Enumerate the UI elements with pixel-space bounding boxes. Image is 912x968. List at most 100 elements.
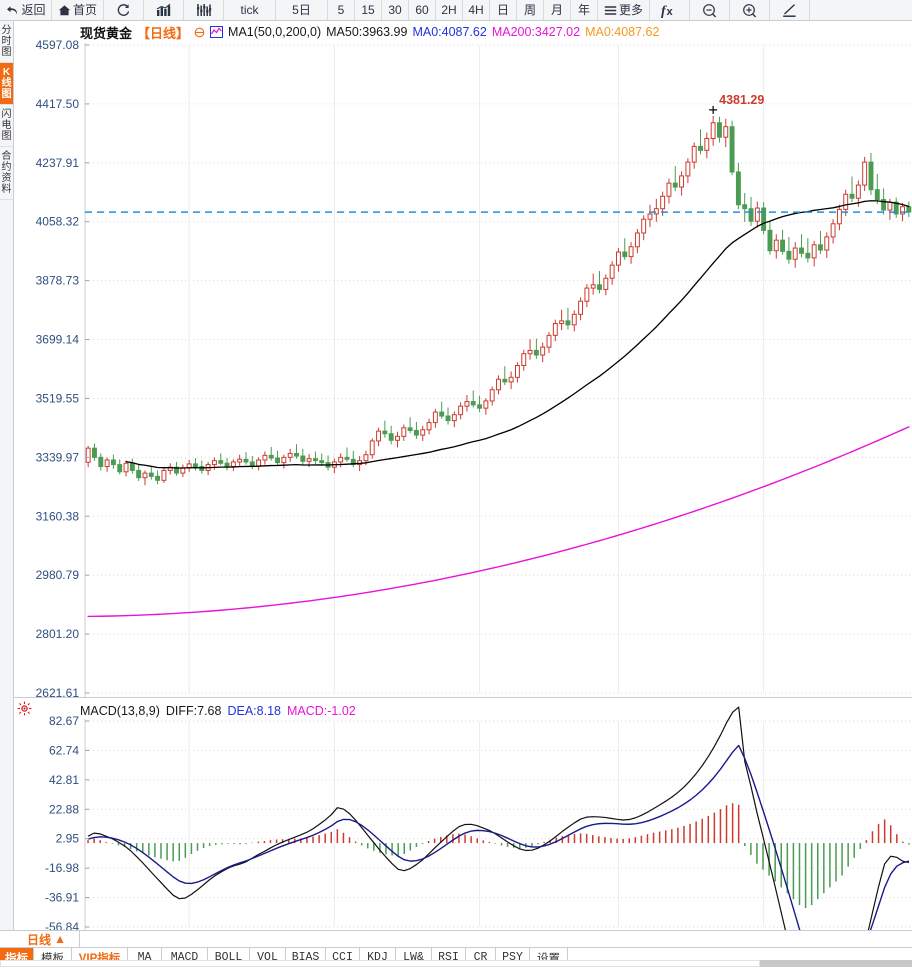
period-5min-button[interactable]: 5 [328, 0, 355, 20]
sidebar-item-contract-label: 合约资料 [1, 151, 12, 195]
more-button[interactable]: 更多 [598, 0, 650, 20]
period-5day-button[interactable]: 5日 [276, 0, 328, 20]
period-week-button-label: 周 [523, 3, 536, 17]
tick-button-label: tick [240, 3, 259, 17]
period-year-button[interactable]: 年 [571, 0, 598, 20]
period-week-button[interactable]: 周 [517, 0, 544, 20]
price-axis-tick: 3699.14 [36, 333, 80, 347]
period-strip: 日线 ▲ [0, 930, 912, 947]
pencil-icon [782, 3, 797, 18]
symbol-label: 现货黄金 [80, 25, 133, 41]
hamburger-icon [604, 5, 617, 16]
more-button-label: 更多 [618, 3, 643, 17]
period-month-button-label: 月 [550, 3, 563, 17]
zoom-out-icon [702, 3, 717, 18]
macd-axis-tick: 62.74 [49, 743, 79, 757]
period-30min-button[interactable]: 30 [382, 0, 409, 20]
macd-axis-tick: -56.84 [45, 920, 79, 930]
period-day-button[interactable]: 日 [490, 0, 517, 20]
svg-text:f: f [661, 4, 667, 18]
macd-panel-header: MACD(13,8,9) DIFF:7.68 DEA:8.18 MACD:-1.… [80, 702, 356, 720]
price-axis-tick: 2980.79 [36, 568, 80, 582]
macd-axis-tick: 42.81 [49, 773, 79, 787]
bar-chart-icon [156, 3, 172, 17]
price-panel-header: 现货黄金 【日线】 MA1(50,0,200,0) MA50:3963.99 M… [80, 23, 659, 41]
zoom-in-button[interactable] [730, 0, 770, 20]
period-60min-button-label: 60 [415, 3, 429, 17]
period-15min-button-label: 15 [361, 3, 375, 17]
ma-line-icon [210, 26, 224, 38]
macd-axis-tick: 22.88 [49, 802, 79, 816]
price-axis-tick: 4597.08 [36, 38, 80, 52]
price-axis-tick: 2801.20 [36, 627, 80, 641]
ma0-blue-value: MA0:4087.62 [412, 25, 487, 39]
period-label: 【日线】 [137, 25, 190, 41]
ma200-value: MA200:3427.02 [491, 25, 581, 39]
period-2h-button[interactable]: 2H [436, 0, 463, 20]
macd-diff-value: DIFF:7.68 [165, 704, 222, 718]
period-year-button-label: 年 [577, 3, 590, 17]
price-axis-tick: 3339.97 [36, 450, 80, 464]
high-price-annotation: 4381.29 [719, 93, 764, 107]
macd-axis-tick: 2.95 [56, 832, 80, 846]
sidebar-item-lightning-label: 闪电图 [1, 109, 12, 142]
sidebar-item-timeshare[interactable]: 分时图 [0, 21, 13, 63]
period-day-button-label: 日 [496, 3, 509, 17]
period-4h-button[interactable]: 4H [463, 0, 490, 20]
period-4h-button-label: 4H [468, 3, 484, 17]
chart-canvas[interactable]: 4381.29 4597.08 4417.50 4237.91 4058.32 3878.… [14, 21, 912, 930]
macd-dea-value: DEA:8.18 [227, 704, 281, 718]
zoom-in-icon [742, 3, 757, 18]
price-axis-tick: 3519.55 [36, 392, 80, 406]
refresh-button[interactable] [104, 0, 144, 20]
period-2h-button-label: 2H [441, 3, 457, 17]
draw-button[interactable] [770, 0, 810, 20]
ma50-value: MA50:3963.99 [326, 25, 408, 39]
price-axis-tick: 4417.50 [36, 97, 80, 111]
price-axis-tick: 4237.91 [36, 156, 80, 170]
home-button[interactable]: 首页 [52, 0, 104, 20]
scrollbar-thumb[interactable] [0, 960, 760, 967]
ma0-orange-value: MA0:4087.62 [585, 25, 660, 39]
panel-divider [14, 697, 912, 698]
period-current-label: 日线 [27, 932, 52, 947]
price-axis-tick: 2621.61 [36, 686, 80, 700]
back-arrow-icon [5, 4, 19, 17]
sidebar-item-contract[interactable]: 合约资料 [0, 147, 13, 200]
sidebar-item-lightning[interactable]: 闪电图 [0, 105, 13, 147]
top-toolbar: 返回 首页 tick 5日 5 15 30 60 2H 4H 日周月年 更多 f x [0, 0, 912, 21]
macd-axis-tick: -36.91 [45, 891, 79, 905]
sliders-icon [196, 3, 212, 17]
sun-icon[interactable] [17, 701, 32, 716]
period-current-button[interactable]: 日线 ▲ [14, 931, 80, 947]
chart-area[interactable]: 现货黄金 【日线】 MA1(50,0,200,0) MA50:3963.99 M… [14, 21, 912, 967]
tick-button[interactable]: tick [224, 0, 276, 20]
zoom-out-button[interactable] [690, 0, 730, 20]
ma-params-label: MA1(50,0,200,0) [228, 25, 322, 39]
macd-axis-tick: -16.98 [45, 861, 79, 875]
home-button-label: 首页 [72, 3, 97, 17]
scrollbar-track-right[interactable] [760, 960, 912, 967]
period-60min-button[interactable]: 60 [409, 0, 436, 20]
svg-text:x: x [667, 6, 674, 18]
price-axis-tick: 4058.32 [36, 215, 80, 229]
settings-dot-icon[interactable] [194, 27, 205, 38]
toolbar-filler [810, 0, 912, 20]
indicator-button[interactable] [184, 0, 224, 20]
period-30min-button-label: 30 [388, 3, 402, 17]
chart-type-button[interactable] [144, 0, 184, 20]
back-button[interactable]: 返回 [0, 0, 52, 20]
triangle-up-icon: ▲ [54, 932, 66, 946]
refresh-icon [116, 3, 131, 18]
period-5min-button-label: 5 [337, 3, 345, 17]
price-axis-tick: 3878.73 [36, 274, 80, 288]
period-15min-button[interactable]: 15 [355, 0, 382, 20]
sidebar-item-timeshare-label: 分时图 [1, 25, 12, 58]
period-month-button[interactable]: 月 [544, 0, 571, 20]
macd-title: MACD(13,8,9) [80, 704, 160, 718]
